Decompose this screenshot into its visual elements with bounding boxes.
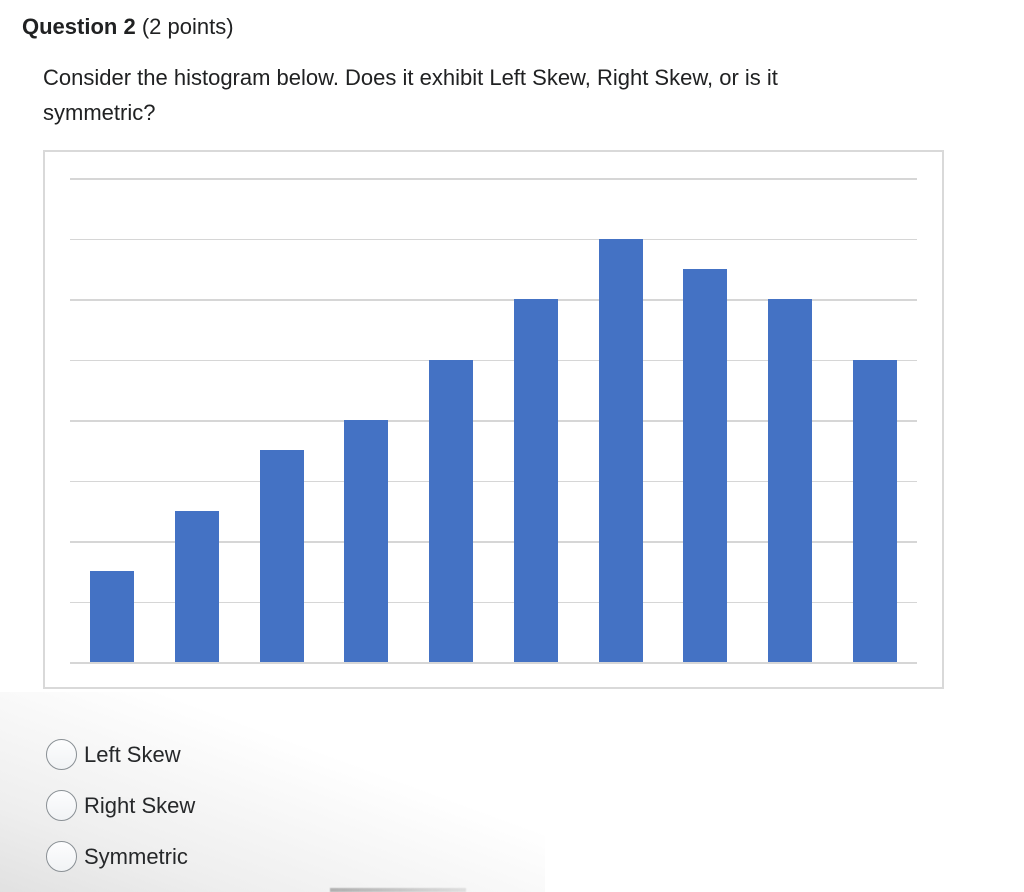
gridline	[70, 178, 917, 180]
gridline	[70, 359, 917, 361]
x-axis-line	[70, 662, 917, 664]
histogram-chart	[43, 150, 944, 689]
plot-area	[45, 152, 942, 687]
question-text: Consider the histogram below. Does it ex…	[43, 65, 778, 125]
radio-label-left-skew: Left Skew	[84, 741, 181, 767]
radio-option-symmetric[interactable]: Symmetric	[46, 841, 195, 872]
radio-option-left-skew[interactable]: Left Skew	[46, 739, 195, 770]
radio-label-right-skew: Right Skew	[84, 792, 196, 818]
gridline	[70, 601, 917, 603]
gridline	[70, 420, 917, 422]
radio-circle-right-skew[interactable]	[46, 790, 77, 821]
histogram-bar	[852, 359, 897, 662]
radio-option-right-skew[interactable]: Right Skew	[46, 790, 195, 821]
bottom-edge-artifact	[330, 888, 466, 892]
histogram-bar	[90, 571, 135, 662]
radio-circle-left-skew[interactable]	[46, 739, 77, 770]
gridline	[70, 238, 917, 240]
histogram-bar	[598, 238, 643, 662]
question-header: Question 2 (2 points)	[22, 14, 234, 40]
histogram-bar	[683, 268, 728, 662]
histogram-bar	[259, 450, 304, 662]
question-title: Question 2	[22, 14, 136, 39]
radio-label-symmetric: Symmetric	[84, 843, 188, 869]
histogram-bar	[513, 299, 558, 662]
histogram-bar	[175, 510, 220, 662]
options-group: Left Skew Right Skew Symmetric	[46, 739, 195, 892]
histogram-bar	[429, 359, 474, 662]
question-points: (2 points)	[141, 14, 234, 39]
gridline	[70, 541, 917, 543]
gridline	[70, 480, 917, 482]
histogram-bar	[344, 420, 389, 662]
histogram-bar	[767, 299, 812, 662]
gridline	[70, 299, 917, 301]
radio-circle-symmetric[interactable]	[46, 841, 77, 872]
